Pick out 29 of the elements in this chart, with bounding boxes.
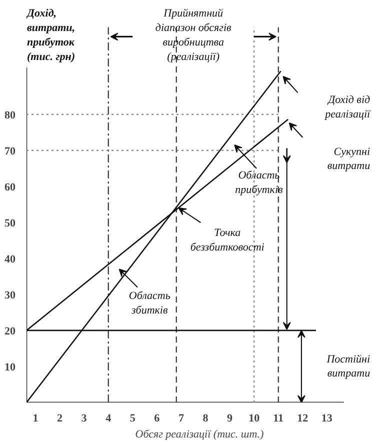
- text: Прийнятний діапазон обсягів виробництва (реалізації): [155, 8, 232, 63]
- x-tick-label: 10: [248, 412, 260, 424]
- text: Постійні витрати: [326, 353, 371, 380]
- y-tick-label: 10: [4, 361, 16, 374]
- y-tick-label: 60: [4, 181, 16, 194]
- y-tick-label: 30: [4, 289, 16, 302]
- y-tick-label: 20: [4, 325, 16, 338]
- annotation: Точка беззбитковості: [190, 227, 264, 254]
- text: Сукупні витрати: [327, 146, 371, 172]
- x-tick-label: 13: [321, 412, 333, 424]
- text: Дохід від реалізації: [324, 94, 372, 120]
- x-tick-label: 6: [154, 412, 160, 424]
- y-axis-title: Дохід, витрати, прибуток (тис. грн): [26, 8, 76, 63]
- x-tick-label: 12: [297, 412, 309, 424]
- x-tick-label: 3: [81, 412, 88, 424]
- x-tick-label: 7: [178, 412, 184, 424]
- x-tick-label: 4: [106, 412, 112, 424]
- x-tick-label: 8: [202, 412, 209, 424]
- x-axis-title: Обсяг реалізації (тис. шт.): [135, 428, 264, 440]
- x-tick-label: 11: [273, 412, 284, 424]
- x-tick-label: 9: [227, 412, 234, 424]
- y-tick-label: 40: [4, 253, 16, 266]
- x-tick-label: 2: [57, 412, 64, 424]
- annotation: Область збитків: [128, 290, 170, 317]
- x-tick-label: 1: [32, 412, 38, 424]
- y-tick-label: 70: [4, 145, 16, 158]
- y-tick-label: 80: [4, 109, 16, 122]
- x-tick-label: 5: [130, 412, 136, 424]
- y-tick-label: 50: [4, 217, 16, 230]
